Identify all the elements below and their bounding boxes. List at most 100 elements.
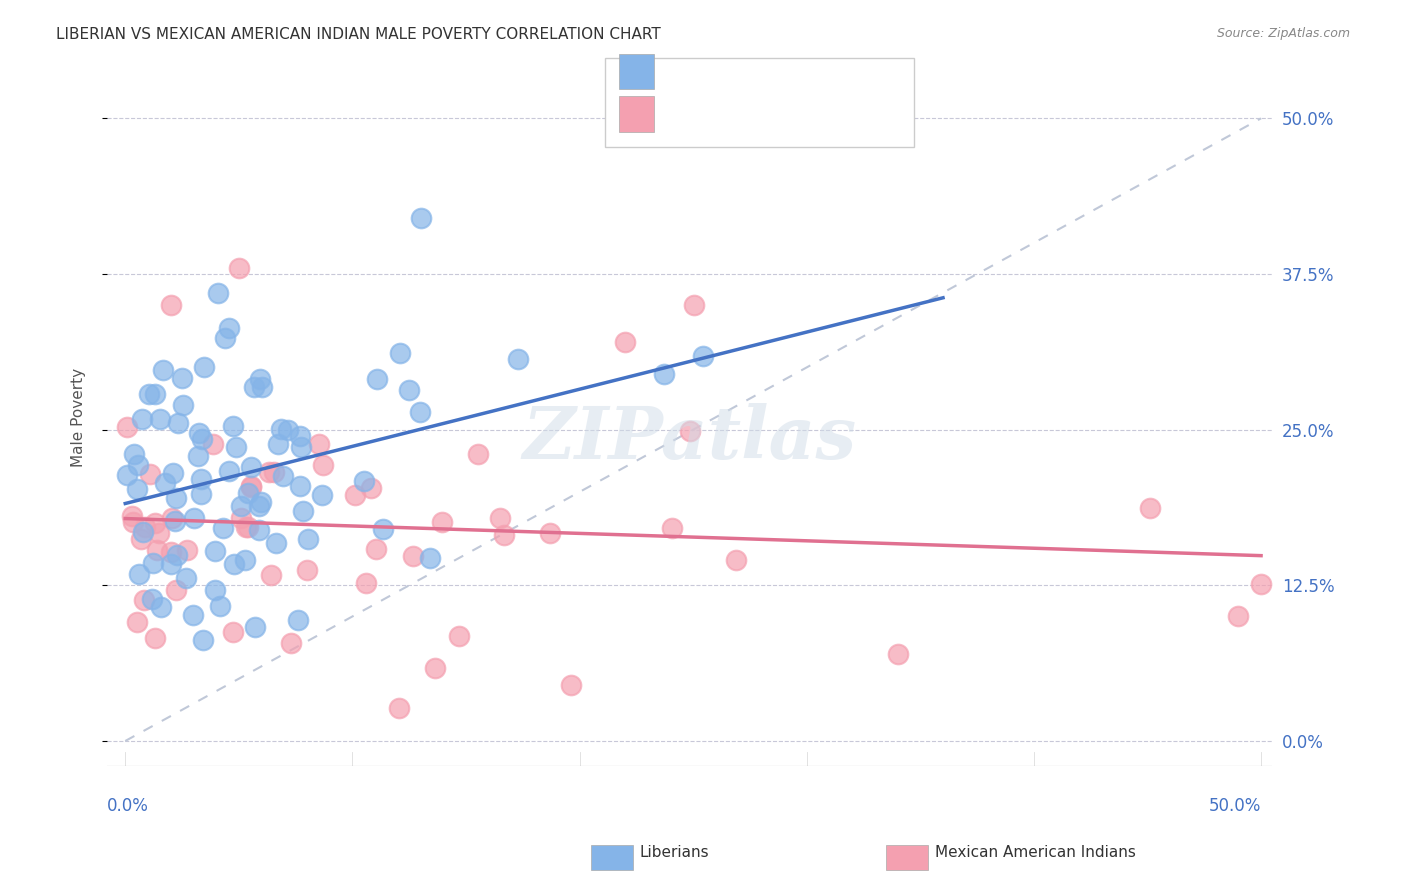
Point [614, 335, 637, 350]
Point [176, 542, 198, 557]
Point [209, 599, 232, 614]
Point [131, 411, 153, 425]
Point [886, 647, 908, 661]
Point [238, 486, 260, 500]
Text: N =: N = [766, 67, 803, 85]
Point [143, 516, 166, 530]
Point [190, 472, 212, 486]
Point [134, 520, 156, 534]
Point [271, 468, 294, 483]
Point [430, 515, 453, 529]
Text: N =: N = [766, 110, 803, 128]
Point [152, 362, 174, 376]
Point [724, 553, 747, 567]
Point [419, 550, 441, 565]
Point [129, 532, 152, 546]
Point [508, 351, 530, 366]
Point [160, 557, 183, 571]
Point [117, 467, 139, 482]
Point [240, 460, 263, 475]
Point [204, 583, 226, 598]
Point [263, 465, 285, 479]
Y-axis label: Male Poverty: Male Poverty [72, 368, 86, 467]
Point [366, 372, 388, 386]
Point [214, 331, 236, 345]
Point [311, 488, 333, 502]
Point [260, 567, 283, 582]
Text: 50.0%: 50.0% [1209, 797, 1261, 815]
Text: Source: ZipAtlas.com: Source: ZipAtlas.com [1216, 27, 1350, 40]
Point [249, 372, 271, 386]
Point [388, 701, 411, 715]
Point [277, 423, 299, 437]
Point [290, 428, 312, 442]
Point [172, 371, 194, 385]
Text: 0.422: 0.422 [706, 67, 759, 85]
Point [489, 510, 512, 524]
Text: 78: 78 [806, 67, 828, 85]
Point [132, 524, 155, 539]
Point [247, 524, 270, 538]
Point [243, 380, 266, 394]
Point [176, 571, 198, 585]
Point [221, 419, 243, 434]
Point [159, 544, 181, 558]
Point [409, 211, 432, 225]
Point [560, 678, 582, 692]
Point [661, 521, 683, 535]
Point [692, 349, 714, 363]
Text: LIBERIAN VS MEXICAN AMERICAN INDIAN MALE POVERTY CORRELATION CHART: LIBERIAN VS MEXICAN AMERICAN INDIAN MALE… [56, 27, 661, 42]
Point [167, 416, 190, 430]
Point [163, 514, 186, 528]
Text: Liberians: Liberians [640, 845, 710, 860]
Point [143, 387, 166, 401]
Point [343, 488, 366, 502]
Point [257, 466, 280, 480]
Point [211, 521, 233, 535]
Point [191, 432, 214, 446]
Point [467, 447, 489, 461]
Point [292, 504, 315, 518]
Point [162, 511, 184, 525]
Point [187, 425, 209, 440]
Point [360, 482, 382, 496]
Point [280, 636, 302, 650]
Point [235, 553, 257, 567]
Point [652, 367, 675, 381]
Point [127, 458, 149, 472]
Point [193, 360, 215, 375]
Point [121, 508, 143, 523]
Point [125, 615, 148, 629]
Point [190, 487, 212, 501]
Point [264, 536, 287, 550]
Point [494, 528, 516, 542]
Point [250, 494, 273, 508]
Text: 0.0%: 0.0% [107, 797, 149, 815]
Text: R =: R = [664, 110, 700, 128]
Point [297, 533, 319, 547]
Point [122, 447, 145, 461]
Point [243, 619, 266, 633]
Point [1227, 609, 1250, 624]
Point [247, 499, 270, 513]
Point [290, 440, 312, 454]
Point [224, 557, 246, 571]
Point [138, 387, 160, 401]
Point [447, 629, 470, 643]
Text: R =: R = [664, 67, 700, 85]
Point [538, 525, 561, 540]
Point [162, 467, 184, 481]
Point [187, 449, 209, 463]
Point [207, 285, 229, 300]
Point [128, 566, 150, 581]
Point [115, 419, 138, 434]
Point [388, 346, 411, 360]
Point [679, 425, 702, 439]
Point [252, 380, 274, 394]
Point [222, 624, 245, 639]
Point [141, 592, 163, 607]
Point [236, 519, 259, 533]
Point [218, 464, 240, 478]
Point [267, 436, 290, 450]
Text: ZIPatlas: ZIPatlas [523, 402, 856, 474]
